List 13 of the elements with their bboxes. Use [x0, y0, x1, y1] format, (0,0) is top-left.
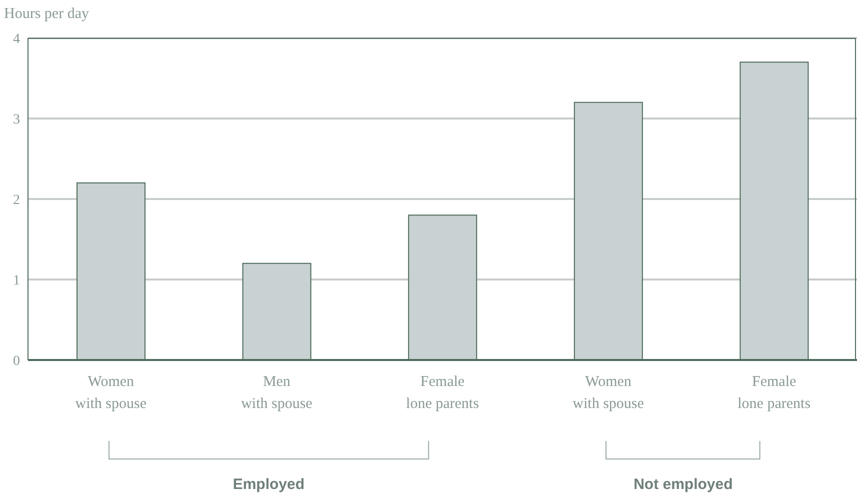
text: Not employed — [632, 476, 734, 493]
x-tick-label: Female lone parents — [738, 374, 811, 412]
y-tick-label: 3 — [13, 112, 20, 128]
x-tick-label: Men with spouse — [241, 374, 313, 412]
y-tick-label: 0 — [13, 354, 20, 369]
x-tick-label: Women with spouse — [75, 374, 147, 412]
y-axis-title: Hours per day — [4, 6, 89, 23]
y-tick-label: 1 — [13, 273, 20, 288]
x-tick-label: Women with spouse — [572, 374, 644, 412]
y-tick-label: 2 — [13, 192, 20, 208]
y-tick-label: 4 — [13, 32, 20, 47]
x-tick-label: Female lone parents — [406, 374, 480, 412]
text: Employed — [232, 476, 306, 493]
